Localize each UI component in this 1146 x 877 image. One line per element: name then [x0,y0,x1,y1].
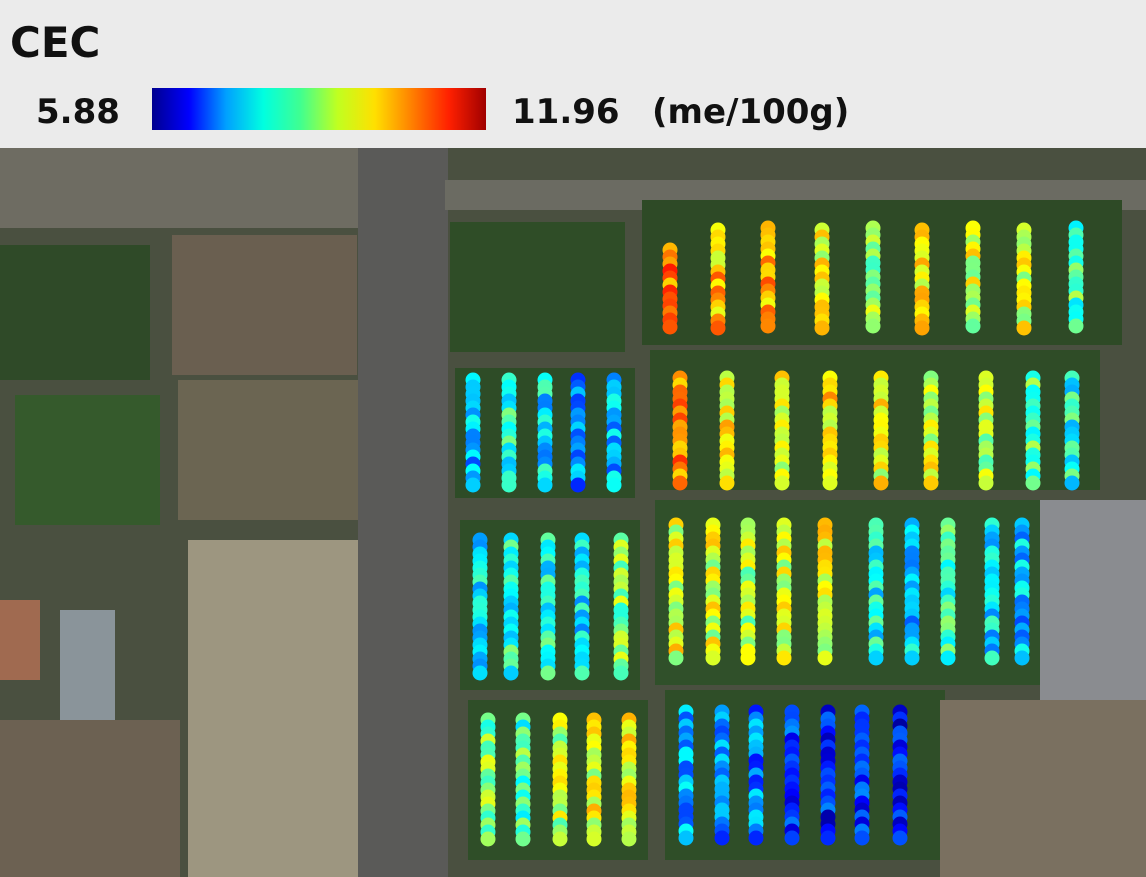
sample-point [678,830,694,846]
sample-point [923,475,939,491]
sample-point [1064,475,1080,491]
building [0,600,40,680]
buildings [0,148,360,228]
sample-point [784,830,800,846]
sample-point [776,650,792,666]
sample-point [480,831,496,847]
sample-point [540,665,556,681]
sample-point [1068,318,1084,334]
sample-point [914,320,930,336]
sample-point [613,665,629,681]
field [0,720,180,877]
legend-max: 11.96 [512,92,620,132]
sample-point [965,318,981,334]
sample-point [854,830,870,846]
sample-point [940,650,956,666]
sample-points [465,220,1084,847]
sample-point [868,650,884,666]
sample-point [865,318,881,334]
sample-point [904,650,920,666]
field [450,222,625,352]
sample-point [465,477,481,493]
field [188,540,388,877]
legend-min: 5.88 [36,92,120,132]
legend-title: CEC [10,18,101,67]
sample-point [472,665,488,681]
sample-point [668,650,684,666]
sample-point [740,650,756,666]
sample-point [814,320,830,336]
sample-point [503,665,519,681]
sample-point [586,831,602,847]
sample-point [501,477,517,493]
field [0,245,150,380]
satellite-map [0,148,1146,877]
sample-point [574,665,590,681]
sample-point [621,831,637,847]
sample-point [719,475,735,491]
sample-point [537,477,553,493]
sample-point [1014,650,1030,666]
sample-point [1025,475,1041,491]
sample-point [760,318,776,334]
sample-point [748,830,764,846]
sample-point [552,831,568,847]
sample-point [714,830,730,846]
field [178,380,363,520]
sample-point [710,320,726,336]
highway [358,148,448,877]
sample-point [774,475,790,491]
sample-point [822,475,838,491]
sample-point [606,477,622,493]
sample-point [892,830,908,846]
sample-point [820,830,836,846]
sample-point [817,650,833,666]
legend-panel: CEC 5.88 11.96 (me/100g) [0,0,1146,148]
sample-point [1016,320,1032,336]
sample-point [570,477,586,493]
field [940,700,1146,877]
sample-point [662,319,678,335]
field [15,395,160,525]
sample-point [978,475,994,491]
legend-unit: (me/100g) [652,92,850,132]
sample-point [515,831,531,847]
building [60,610,115,720]
parking-lot [1040,500,1146,700]
colorbar [152,88,486,130]
sample-point [873,475,889,491]
sample-point [705,650,721,666]
field [172,235,357,375]
sample-point [672,475,688,491]
sample-point [984,650,1000,666]
